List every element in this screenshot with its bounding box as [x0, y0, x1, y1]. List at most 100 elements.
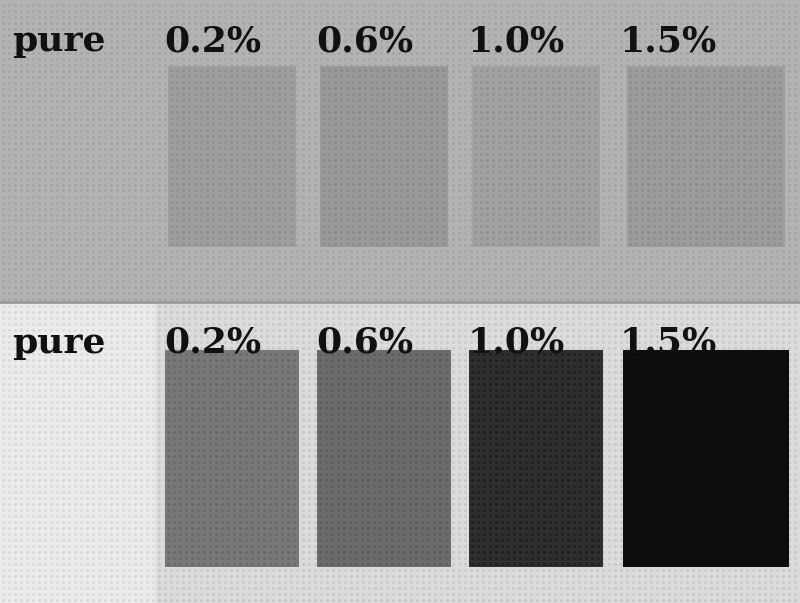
Point: [129, 192, 142, 201]
Point: [386, 415, 399, 425]
Point: [33, 150, 46, 159]
Point: [198, 403, 210, 412]
Point: [168, 511, 181, 520]
Point: [362, 42, 375, 51]
Point: [278, 385, 291, 395]
Point: [597, 131, 610, 141]
Point: [768, 180, 781, 189]
Point: [288, 529, 301, 538]
Point: [753, 42, 766, 51]
Point: [440, 439, 453, 449]
Point: [45, 90, 58, 99]
Point: [597, 367, 610, 377]
Point: [674, 577, 687, 587]
Point: [117, 541, 130, 551]
Point: [320, 439, 333, 449]
Point: [490, 505, 502, 514]
Point: [428, 385, 441, 394]
Point: [518, 595, 531, 603]
Point: [182, 125, 195, 135]
Point: [338, 355, 350, 365]
Point: [398, 565, 411, 575]
Point: [369, 210, 382, 219]
Point: [765, 251, 778, 261]
Point: [614, 24, 627, 33]
Point: [242, 493, 255, 503]
Point: [165, 571, 178, 581]
Point: [674, 210, 687, 219]
Point: [141, 162, 154, 171]
Point: [105, 463, 118, 473]
Point: [624, 113, 637, 123]
Point: [416, 541, 429, 551]
Point: [141, 469, 154, 479]
Point: [470, 379, 483, 389]
Point: [222, 355, 234, 365]
Point: [626, 30, 639, 39]
Point: [14, 457, 27, 467]
Point: [81, 361, 94, 371]
Point: [544, 409, 557, 418]
Point: [477, 511, 490, 521]
Point: [542, 174, 555, 183]
Point: [386, 361, 399, 371]
Point: [565, 125, 578, 135]
Point: [69, 137, 82, 147]
Point: [746, 36, 759, 45]
Point: [194, 198, 207, 207]
Point: [494, 270, 507, 279]
Point: [237, 301, 250, 311]
Point: [502, 535, 514, 545]
Point: [206, 276, 219, 285]
Point: [662, 54, 675, 63]
Point: [249, 89, 262, 99]
Point: [441, 367, 454, 377]
Point: [334, 107, 347, 117]
Point: [98, 119, 111, 129]
Point: [578, 108, 591, 118]
Point: [417, 505, 430, 515]
Point: [21, 36, 34, 45]
Point: [494, 204, 507, 213]
Point: [493, 77, 506, 87]
Point: [753, 5, 766, 15]
Point: [501, 511, 514, 521]
Point: [669, 5, 682, 15]
Point: [566, 481, 579, 491]
Point: [696, 150, 709, 159]
Point: [666, 215, 678, 225]
Point: [93, 583, 106, 593]
Point: [170, 203, 183, 213]
Point: [228, 379, 241, 389]
Point: [681, 493, 694, 503]
Point: [530, 288, 543, 297]
Point: [2, 131, 15, 141]
Point: [153, 571, 166, 581]
Point: [698, 373, 711, 383]
Point: [614, 553, 627, 563]
Point: [290, 379, 303, 389]
Point: [574, 475, 586, 485]
Point: [638, 144, 651, 153]
Point: [541, 71, 554, 81]
Point: [158, 355, 171, 365]
Point: [341, 197, 354, 207]
Point: [405, 288, 418, 297]
Point: [74, 114, 87, 124]
Point: [266, 565, 279, 575]
Point: [14, 589, 27, 599]
Point: [282, 505, 294, 514]
Point: [573, 245, 586, 255]
Point: [614, 192, 627, 201]
Point: [429, 210, 442, 219]
Point: [722, 331, 735, 341]
Point: [86, 150, 99, 159]
Point: [198, 517, 210, 526]
Point: [362, 427, 374, 437]
Point: [765, 192, 778, 201]
Point: [425, 191, 438, 201]
Point: [496, 397, 509, 406]
Point: [326, 84, 339, 93]
Point: [496, 415, 509, 425]
Point: [684, 239, 697, 249]
